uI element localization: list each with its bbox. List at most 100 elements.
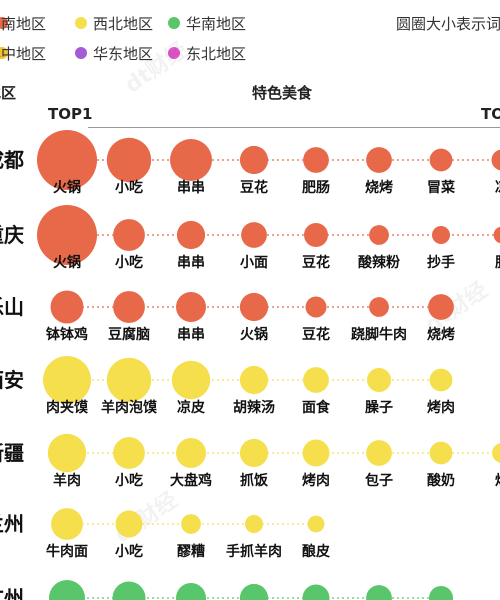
food-label: 酸辣粉 bbox=[358, 254, 400, 271]
city-label: 兰州 bbox=[0, 512, 24, 536]
food-label: 肉夹馍 bbox=[46, 399, 89, 416]
food-label: 火锅 bbox=[53, 180, 81, 196]
food-bubble bbox=[428, 294, 454, 320]
food-label: 小吃 bbox=[115, 179, 143, 196]
food-label: 小吃 bbox=[115, 254, 143, 271]
food-label: 胡辣汤 bbox=[233, 399, 275, 416]
food-bubble bbox=[302, 439, 330, 467]
food-label: 小吃 bbox=[115, 472, 143, 489]
food-bubble bbox=[491, 149, 500, 171]
food-label: 面食 bbox=[302, 399, 331, 416]
food-bubble bbox=[303, 147, 329, 173]
food-bubble bbox=[239, 438, 269, 468]
food-bubble bbox=[239, 292, 269, 322]
legend-label-east: 华东地区 bbox=[93, 45, 154, 63]
legend-dot-central bbox=[0, 47, 8, 59]
food-label: 火锅 bbox=[53, 255, 81, 271]
food-label: 冒菜 bbox=[427, 179, 456, 196]
food-bubble bbox=[176, 583, 206, 600]
food-bubble bbox=[115, 510, 143, 538]
food-bubble bbox=[366, 147, 392, 173]
food-bubble bbox=[113, 291, 145, 323]
food-label: 豆花 bbox=[240, 179, 268, 196]
legend-label-northwest: 西北地区 bbox=[93, 15, 154, 33]
food-bubble bbox=[113, 437, 145, 469]
food-bubble bbox=[176, 438, 206, 468]
top-rank-axis-line bbox=[88, 127, 500, 128]
food-bubble bbox=[303, 367, 329, 393]
food-bubble bbox=[239, 145, 269, 175]
food-label: 牛肉面 bbox=[46, 543, 88, 560]
food-bubble bbox=[49, 580, 85, 600]
food-label: 火锅 bbox=[240, 327, 268, 343]
food-label: 醪糟 bbox=[177, 543, 205, 560]
legend: 西南地区 西北地区 华南地区 华中地区 华东地区 东北地区 圆圈大小表示词 bbox=[0, 0, 500, 70]
food-label: 臊子 bbox=[365, 399, 393, 416]
food-label: 肥肠 bbox=[302, 180, 330, 196]
legend-label-northeast: 东北地区 bbox=[186, 45, 247, 63]
header-region: 地区 bbox=[0, 84, 17, 102]
food-bubble bbox=[369, 297, 389, 317]
header-top-last: TO bbox=[481, 105, 500, 123]
food-bubble bbox=[43, 356, 91, 404]
food-bubble bbox=[305, 296, 327, 318]
food-bubble bbox=[106, 137, 152, 183]
food-bubble bbox=[176, 292, 206, 322]
legend-dot-southwest bbox=[0, 17, 8, 29]
food-label: 小面 bbox=[240, 255, 268, 271]
food-label: 串串 bbox=[177, 179, 205, 196]
food-bubble bbox=[369, 225, 389, 245]
food-label: 包子 bbox=[365, 472, 393, 489]
food-label: 跷脚牛肉 bbox=[351, 326, 407, 343]
food-label: 凉 bbox=[495, 179, 500, 196]
food-bubble bbox=[37, 130, 97, 190]
legend-dot-east bbox=[75, 47, 87, 59]
food-label: 小吃 bbox=[115, 543, 143, 560]
food-bubble bbox=[37, 205, 97, 265]
food-label: 凉皮 bbox=[177, 399, 205, 416]
food-bubble bbox=[170, 139, 212, 181]
food-label: 烧烤 bbox=[365, 179, 393, 196]
food-bubble bbox=[113, 219, 145, 251]
food-bubble bbox=[239, 583, 269, 600]
food-bubble bbox=[171, 360, 211, 400]
food-bubble bbox=[51, 508, 83, 540]
food-label: 豆花 bbox=[302, 326, 330, 343]
food-bubble bbox=[429, 368, 453, 392]
food-label: 豆花 bbox=[302, 254, 330, 271]
food-label: 酸奶 bbox=[427, 472, 455, 489]
food-bubble bbox=[106, 357, 152, 403]
food-bubble bbox=[112, 581, 146, 600]
food-bubble bbox=[366, 585, 392, 600]
legend-dot-northeast bbox=[168, 47, 180, 59]
food-bubble bbox=[429, 148, 453, 172]
food-bubble bbox=[47, 433, 87, 473]
food-bubble bbox=[304, 223, 328, 247]
header-foods: 特色美食 bbox=[252, 84, 313, 102]
food-label: 烤肉 bbox=[427, 399, 455, 416]
city-label: 广州 bbox=[0, 586, 24, 600]
city-label: 成都 bbox=[0, 148, 24, 172]
city-label: 乐山 bbox=[0, 295, 24, 319]
food-bubble bbox=[366, 440, 392, 466]
food-bubble bbox=[432, 226, 450, 244]
size-note: 圆圈大小表示词 bbox=[396, 15, 500, 33]
legend-label-south: 华南地区 bbox=[186, 15, 247, 33]
food-bubble bbox=[50, 290, 84, 324]
food-label: 串串 bbox=[177, 254, 205, 271]
food-label: 炒 bbox=[495, 473, 500, 489]
food-label: 钵钵鸡 bbox=[45, 326, 88, 343]
food-bubble bbox=[245, 515, 263, 533]
food-label: 酿皮 bbox=[302, 543, 330, 560]
city-label: 新疆 bbox=[0, 441, 24, 465]
food-bubble bbox=[239, 365, 269, 395]
food-bubble bbox=[307, 515, 325, 533]
food-label: 羊肉泡馍 bbox=[101, 399, 158, 416]
food-bubble bbox=[429, 441, 453, 465]
legend-dot-northwest bbox=[75, 17, 87, 29]
food-bubble bbox=[367, 368, 391, 392]
food-label: 豆腐脑 bbox=[108, 326, 150, 343]
city-label: 西安 bbox=[0, 368, 24, 392]
food-bubble bbox=[181, 514, 201, 534]
food-label: 串串 bbox=[177, 326, 205, 343]
